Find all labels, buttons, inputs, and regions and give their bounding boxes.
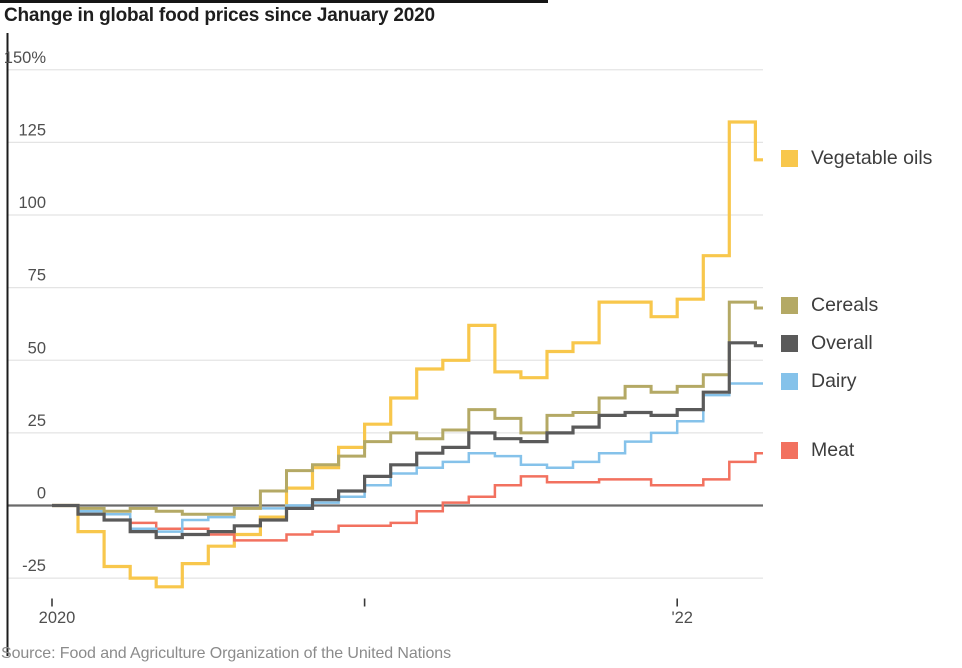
legend-item-vegetable-oils: Vegetable oils <box>781 147 932 170</box>
legend-item-cereals: Cereals <box>781 294 878 317</box>
legend-label: Vegetable oils <box>811 147 933 169</box>
series-line-overall <box>52 341 763 540</box>
legend-swatch-dairy <box>781 373 798 390</box>
legend-swatch-vegetable-oils <box>781 150 798 167</box>
y-axis-label: -25 <box>22 557 46 575</box>
top-rule <box>0 0 548 3</box>
series-line-cereals <box>52 300 763 516</box>
legend-item-dairy: Dairy <box>781 370 857 393</box>
x-axis-label: '22 <box>671 609 693 627</box>
legend-item-meat: Meat <box>781 439 854 462</box>
source-note: Source: Food and Agriculture Organizatio… <box>1 645 451 662</box>
legend-swatch-meat <box>781 442 798 459</box>
y-axis-label: 125 <box>18 121 46 139</box>
legend-label: Meat <box>811 439 855 461</box>
legend-label: Overall <box>811 332 873 354</box>
legend-label: Cereals <box>811 294 879 316</box>
y-axis-label: 100 <box>18 194 46 212</box>
y-axis-label: 0 <box>37 485 46 503</box>
y-axis-label: 50 <box>28 339 46 357</box>
legend-item-overall: Overall <box>781 332 873 355</box>
y-axis-label: 75 <box>28 267 46 285</box>
series-line-dairy <box>52 382 763 533</box>
legend-swatch-overall <box>781 335 798 352</box>
y-axis-label: 150% <box>4 49 47 67</box>
legend-swatch-cereals <box>781 297 798 314</box>
series-line-vegetable-oils <box>52 120 763 589</box>
chart-title: Change in global food prices since Janua… <box>4 5 435 26</box>
x-axis-label: 2020 <box>39 609 76 627</box>
series-line-meat <box>52 451 763 542</box>
y-axis-label: 25 <box>28 412 46 430</box>
legend-label: Dairy <box>811 370 857 392</box>
